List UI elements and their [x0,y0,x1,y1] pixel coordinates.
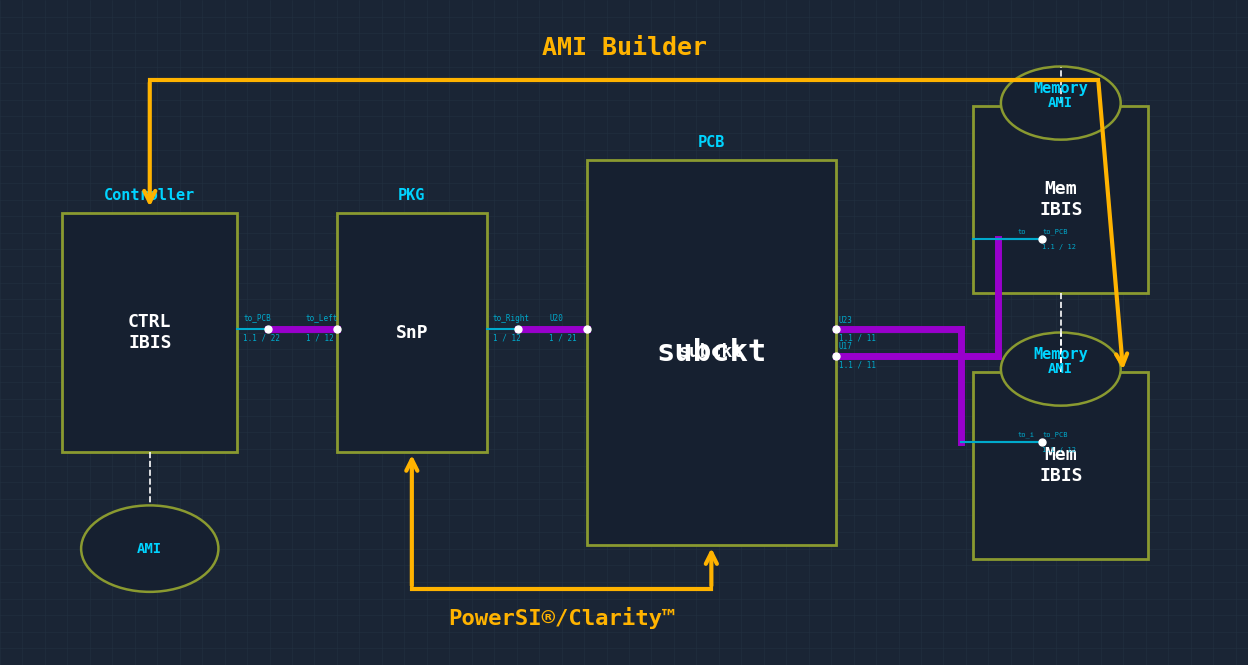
Ellipse shape [1001,332,1121,406]
Text: AMI: AMI [1048,362,1073,376]
FancyBboxPatch shape [337,213,487,452]
Text: AMI: AMI [137,541,162,556]
Text: U23: U23 [839,315,852,325]
Text: 1.1 / 11: 1.1 / 11 [839,360,876,370]
Text: to_PCB: to_PCB [1042,228,1067,235]
Text: PCB: PCB [698,134,725,150]
Ellipse shape [1001,66,1121,140]
Text: to_PCB: to_PCB [243,313,271,323]
Text: Controller: Controller [104,188,196,203]
Text: to_Left: to_Left [306,313,338,323]
Text: 1 / 21: 1 / 21 [549,334,577,343]
Text: to: to [1017,229,1026,235]
Text: 1.1 / 12: 1.1 / 12 [1042,244,1076,250]
Text: 1.1 / 11: 1.1 / 11 [839,334,876,343]
Text: PowerSI®/Clarity™: PowerSI®/Clarity™ [448,607,675,630]
Text: to_Right: to_Right [493,313,530,323]
Text: Mem
IBIS: Mem IBIS [1040,180,1082,219]
Text: subckt: subckt [679,343,744,362]
Text: 1 / 12: 1 / 12 [306,334,333,343]
Text: CTRL
IBIS: CTRL IBIS [129,313,171,352]
Text: subckt: subckt [656,338,766,367]
Text: AMI Builder: AMI Builder [542,36,706,60]
Text: 1.1 / 12: 1.1 / 12 [1042,447,1076,453]
Text: Mem
IBIS: Mem IBIS [1040,446,1082,485]
Text: U20: U20 [549,313,563,323]
Text: 1 / 12: 1 / 12 [493,334,520,343]
Text: AMI: AMI [1048,96,1073,110]
FancyBboxPatch shape [973,106,1148,293]
Text: U17: U17 [839,342,852,351]
Text: SnP: SnP [396,323,428,342]
Text: 1.1 / 22: 1.1 / 22 [243,334,281,343]
Text: PKG: PKG [398,188,426,203]
Text: to_PCB: to_PCB [1042,431,1067,438]
Ellipse shape [81,505,218,592]
FancyBboxPatch shape [973,372,1148,559]
FancyBboxPatch shape [587,160,836,545]
Text: to_i: to_i [1017,431,1035,438]
Text: Memory: Memory [1033,347,1088,362]
Text: Memory: Memory [1033,81,1088,96]
FancyBboxPatch shape [62,213,237,452]
